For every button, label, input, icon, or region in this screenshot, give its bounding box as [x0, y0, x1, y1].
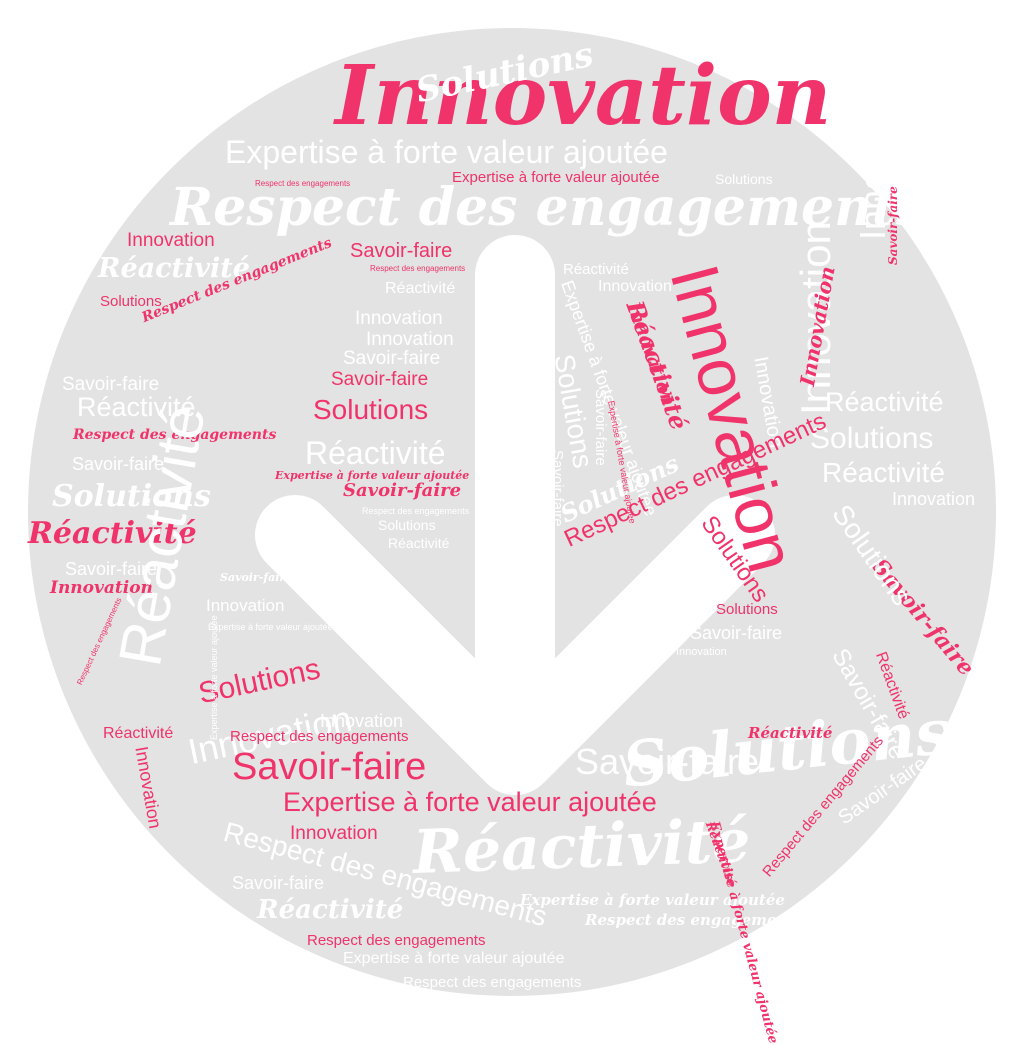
word-12: Solutions [100, 293, 162, 310]
word-50: Respect des engagements [307, 932, 486, 949]
word-34: Savoir-faire [220, 571, 293, 584]
word-3: Expertise à forte valeur ajoutée [452, 169, 660, 186]
word-cloud: Innovation Solutions Expertise à forte val… [28, 28, 996, 1045]
word-21: Réactivité [77, 392, 196, 422]
word-37: Expertise à forte valeur ajoutée [208, 622, 333, 632]
word-65: Solutions [810, 422, 934, 455]
word-48: Savoir-faire [232, 873, 325, 893]
word-41: Réactivité [103, 725, 174, 742]
word-59: Savoir-faire [690, 623, 783, 643]
word-0: Innovation [335, 48, 832, 144]
word-29: Respect des engagements [362, 506, 470, 516]
word-17: Innovation [366, 329, 454, 350]
word-64: Réactivité [825, 387, 944, 417]
word-42: Innovation [320, 711, 404, 731]
word-24: Réactivité [305, 435, 446, 471]
word-28: Savoir-faire [343, 480, 462, 501]
word-5: Respect des engagements [255, 179, 351, 188]
word-56: Savoir-faire [575, 741, 760, 782]
word-16: Innovation [355, 308, 443, 329]
word-49: Réactivité [257, 895, 404, 925]
word-66: Réactivité [822, 457, 945, 488]
word-36: Innovation [206, 596, 285, 615]
word-6: Respect des engagements [170, 177, 926, 238]
word-96: Solutions [826, 498, 918, 611]
word-2: Expertise à forte valeur ajoutée [225, 134, 668, 170]
word-18: Savoir-faire [343, 348, 441, 369]
word-90: Expertise à forte valeur ajoutée [209, 615, 219, 740]
word-93: Savoir-faire [886, 186, 900, 265]
word-54: Expertise à forte valeur ajoutée [520, 891, 785, 909]
word-25: Savoir-faire [72, 454, 165, 474]
word-47: Réactivité [411, 806, 752, 888]
word-11: Réactivité [563, 261, 629, 278]
word-98: Innovation [131, 744, 166, 831]
word-30: Solutions [378, 517, 436, 533]
word-26: Expertise à forte valeur ajoutée [275, 469, 470, 482]
word-22: Solutions [313, 394, 429, 425]
word-9: Réactivité [98, 253, 250, 284]
word-58: Innovation [676, 646, 727, 658]
arrow-down-icon [255, 235, 775, 795]
word-51: Expertise à forte valeur ajoutée [343, 950, 565, 967]
word-27: Solutions [52, 479, 211, 514]
word-20: Savoir-faire [331, 369, 429, 390]
word-23: Respect des engagements [73, 427, 277, 443]
word-32: Réactivité [388, 535, 450, 551]
word-35: Innovation [50, 578, 153, 598]
word-4: Solutions [715, 171, 773, 187]
word-55: Respect des engagements [585, 911, 803, 929]
word-43: Respect des engagements [230, 728, 409, 745]
word-33: Savoir-faire [65, 559, 158, 579]
word-31: Réactivité [28, 516, 197, 551]
word-8: Savoir-faire [350, 240, 453, 262]
word-67: Innovation [892, 489, 976, 509]
word-52: Respect des engagements [403, 974, 582, 991]
word-46: Innovation [290, 823, 378, 844]
word-14: Réactivité [385, 280, 456, 297]
word-layer: Innovation Solutions Expertise à forte val… [28, 35, 979, 1045]
word-7: Innovation [127, 230, 215, 251]
word-44: Savoir-faire [232, 746, 427, 788]
word-19: Savoir-faire [62, 374, 160, 395]
word-72: Réactivité [748, 724, 833, 742]
word-15: Innovation [598, 278, 672, 295]
word-68: Solutions [716, 601, 778, 618]
word-45: Expertise à forte valeur ajoutée [283, 787, 657, 817]
word-10: Respect des engagements [370, 264, 466, 273]
